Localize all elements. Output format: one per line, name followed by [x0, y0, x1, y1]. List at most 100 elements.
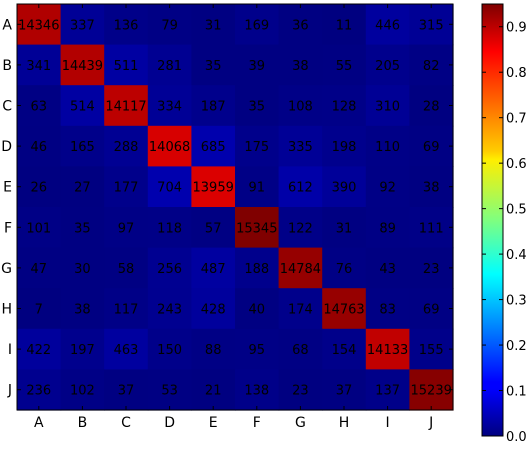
- cell-value-label: 101: [26, 221, 51, 236]
- heatmap-cell: [235, 247, 280, 289]
- cell-value-label: 117: [114, 303, 139, 318]
- colorbar-tick-label: 0.5: [506, 203, 527, 218]
- heatmap-cell: [104, 247, 149, 289]
- heatmap-cell: [147, 4, 192, 46]
- heatmap-cell: [191, 125, 236, 167]
- heatmap-cell: [60, 207, 105, 249]
- heatmap-cell: [409, 207, 454, 249]
- cell-value-label: 14068: [149, 140, 190, 155]
- heatmap-cell: [191, 44, 236, 86]
- x-tick-label: H: [339, 415, 350, 431]
- heatmap-cell: [322, 166, 367, 208]
- colorbar-tick-label: 0.0: [506, 430, 527, 445]
- heatmap-cell: [147, 166, 192, 208]
- heatmap-cell: [17, 369, 62, 411]
- heatmap-cell: [365, 247, 410, 289]
- y-tick-label: C: [2, 99, 12, 115]
- cell-value-label: 55: [336, 59, 353, 74]
- cell-value-label: 169: [244, 18, 269, 33]
- cell-value-label: 43: [379, 262, 396, 277]
- cell-value-label: 256: [157, 262, 182, 277]
- cell-value-label: 63: [31, 100, 48, 115]
- heatmap-cell: [365, 125, 410, 167]
- cell-value-label: 35: [74, 221, 91, 236]
- cell-value-label: 511: [114, 59, 139, 74]
- heatmap-cell: [104, 4, 149, 46]
- heatmap-cell: [365, 85, 410, 127]
- cell-value-label: 31: [205, 18, 222, 33]
- heatmap-cell: [235, 125, 280, 167]
- cell-value-label: 58: [118, 262, 135, 277]
- heatmap-cell: [365, 207, 410, 249]
- cell-value-label: 446: [375, 18, 400, 33]
- heatmap-cell: [365, 369, 410, 411]
- colorbar-tick-label: 0.8: [506, 66, 527, 81]
- heatmap-cell: [17, 125, 62, 167]
- heatmap-cell: [278, 44, 323, 86]
- cell-value-label: 281: [157, 59, 182, 74]
- colorbar-tick-label: 0.4: [506, 248, 527, 263]
- cell-value-label: 243: [157, 303, 182, 318]
- colorbar-tick-label: 0.9: [506, 21, 527, 36]
- heatmap-cell: [409, 288, 454, 330]
- heatmap-cell: [104, 207, 149, 249]
- cell-value-label: 288: [114, 140, 139, 155]
- cell-value-label: 35: [249, 100, 266, 115]
- x-tick-label: F: [253, 415, 261, 431]
- cell-value-label: 13959: [193, 181, 234, 196]
- cell-value-label: 102: [70, 384, 95, 399]
- heatmap-cell: [409, 166, 454, 208]
- heatmap-cell: [278, 85, 323, 127]
- y-tick-label: J: [7, 383, 12, 399]
- cell-value-label: 122: [288, 221, 313, 236]
- cell-value-label: 68: [292, 343, 309, 358]
- cell-value-label: 514: [70, 100, 95, 115]
- colorbar: [481, 3, 504, 437]
- cell-value-label: 128: [332, 100, 357, 115]
- cell-value-label: 335: [288, 140, 313, 155]
- heatmap-cell: [235, 85, 280, 127]
- cell-value-label: 83: [379, 303, 396, 318]
- heatmap-cell: [147, 288, 192, 330]
- heatmap-cell: [60, 328, 105, 370]
- cell-value-label: 37: [336, 384, 353, 399]
- heatmap-cell: [278, 369, 323, 411]
- cell-value-label: 188: [244, 262, 269, 277]
- heatmap-cell-labels: 14346 337 136 79 31 169 36 11 446 315 341 14439 511 2…: [18, 18, 452, 398]
- y-tick-label: D: [1, 139, 12, 155]
- cell-value-label: 69: [423, 303, 440, 318]
- heatmap-cell: [278, 166, 323, 208]
- heatmap-cell: [365, 288, 410, 330]
- heatmap-cell: [104, 44, 149, 86]
- cell-value-label: 21: [205, 384, 222, 399]
- cell-value-label: 46: [31, 140, 48, 155]
- heatmap-cell: [409, 247, 454, 289]
- cell-value-label: 28: [423, 100, 440, 115]
- heatmap-cell: [235, 288, 280, 330]
- plot-frame: [16, 3, 454, 411]
- cell-value-label: 39: [249, 59, 266, 74]
- heatmap-cell: [191, 369, 236, 411]
- cell-value-label: 38: [74, 303, 91, 318]
- cell-value-label: 15239: [411, 384, 452, 399]
- colorbar-tick-label: 0.3: [506, 294, 527, 309]
- cell-value-label: 69: [423, 140, 440, 155]
- heatmap-cell: [17, 44, 62, 86]
- heatmap-cell: [147, 125, 192, 167]
- cell-value-label: 310: [375, 100, 400, 115]
- heatmap-cell: [60, 288, 105, 330]
- cell-value-label: 197: [70, 343, 95, 358]
- cell-value-label: 27: [74, 181, 91, 196]
- cell-value-label: 11: [336, 18, 353, 33]
- heatmap-cell: [147, 247, 192, 289]
- cell-value-label: 31: [336, 221, 353, 236]
- y-tick-label: G: [1, 261, 12, 277]
- cell-value-label: 177: [114, 181, 139, 196]
- x-tick-label: G: [295, 415, 306, 431]
- heatmap-cell: [60, 44, 105, 86]
- cell-value-label: 187: [201, 100, 226, 115]
- heatmap-cell: [60, 247, 105, 289]
- cell-value-label: 138: [244, 384, 269, 399]
- y-axis-tick-labels: A B C D E F G H I J: [1, 17, 12, 398]
